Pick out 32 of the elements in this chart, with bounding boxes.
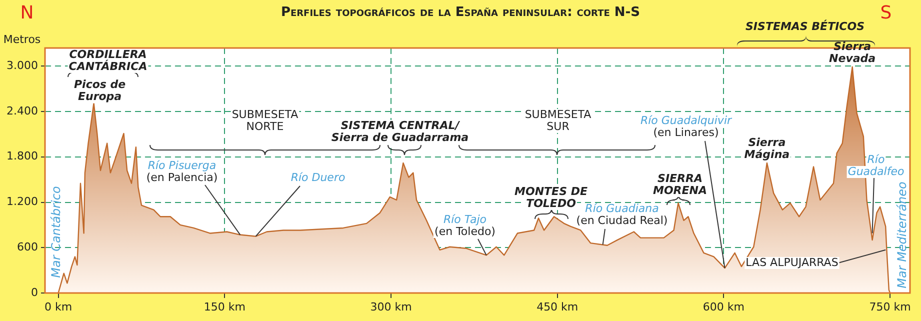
annotation: Río Pisuerga (en Palencia) (146, 158, 218, 184)
text: SISTEMAS BÉTICOS (745, 18, 865, 33)
annotation: SISTEMA CENTRAL/ Sierra de Guadarrama (331, 118, 469, 144)
annotation: SIERRA MORENA (652, 172, 708, 197)
annotation: Río Guadalfeo (848, 152, 904, 178)
x-tick-label: 750 km (869, 300, 911, 314)
x-tick-label: 150 km (204, 300, 246, 314)
text: N (20, 2, 34, 24)
y-tick-label: 2.400 (6, 104, 38, 118)
y-tick-label: 3.000 (6, 59, 38, 72)
y-tick-label: 1.200 (6, 195, 38, 208)
x-tick-label: 0 km (44, 300, 72, 314)
annotation: CORDILLERA CANTÁBRICA (68, 48, 148, 73)
y-tick-label: 0 (31, 286, 38, 299)
y-axis-title: Metros (3, 32, 41, 46)
annotation: Río Guadalquivir (en Linares) (640, 114, 733, 139)
text: S (880, 2, 892, 24)
chart-title: Perfiles topográficos de la España peninsular: corte N-S (280, 5, 640, 20)
y-tick-label: 600 (17, 240, 38, 254)
annotation: Río Tajo (en Toledo) (434, 212, 496, 238)
annotation: Mar Mediterráneo (895, 182, 910, 288)
annotation: LAS ALPUJARRAS (746, 256, 838, 269)
annotation: Mar Cantábrico (49, 186, 64, 278)
y-tick-label: 1.800 (6, 150, 38, 163)
annotation: Río Duero (290, 170, 346, 184)
x-tick-label: 600 km (702, 300, 744, 314)
x-tick-label: 300 km (370, 300, 412, 314)
annotation: Picos de Europa (74, 78, 126, 104)
annotation: Sierra Mágina (744, 136, 790, 161)
annotation: SUBMESETA SUR (524, 108, 592, 133)
annotation: SUBMESETA NORTE (232, 108, 299, 133)
x-tick-label: 450 km (536, 300, 578, 314)
